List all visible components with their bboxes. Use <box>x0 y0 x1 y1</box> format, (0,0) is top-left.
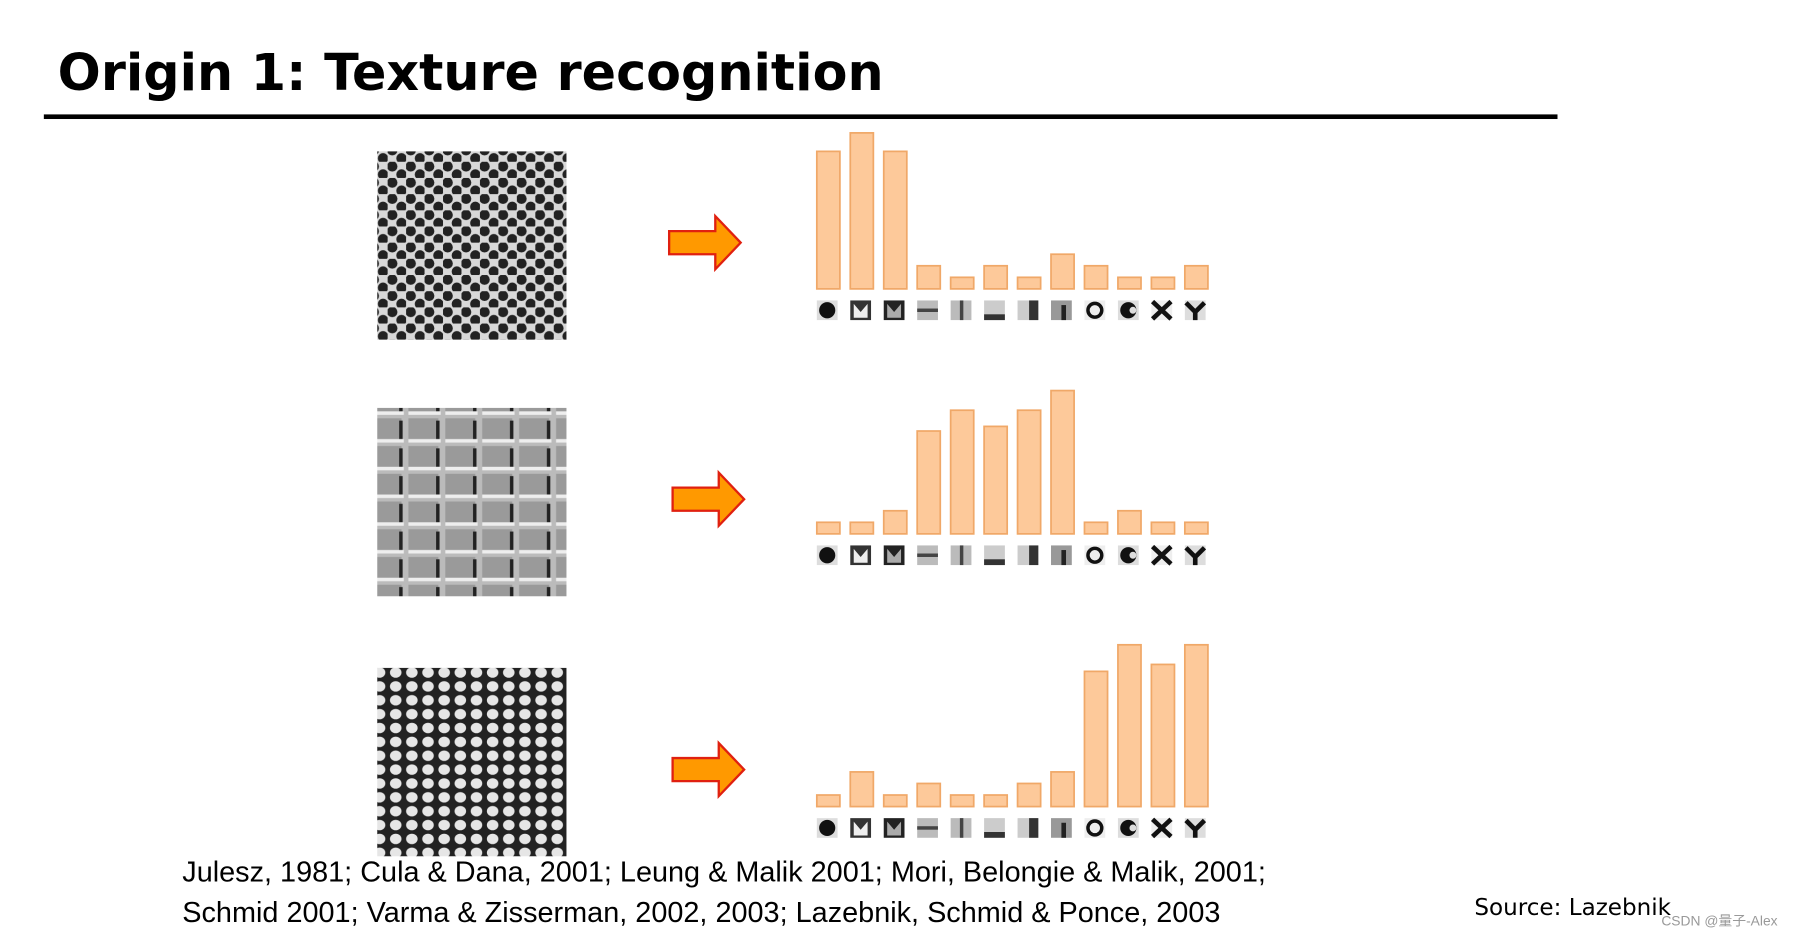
histogram-bar <box>1016 409 1042 535</box>
histogram-bar <box>849 521 875 535</box>
histogram-bar <box>815 794 841 808</box>
histogram-bar <box>1150 663 1176 808</box>
histogram-bar <box>1183 521 1209 535</box>
histogram-bar <box>1117 643 1142 808</box>
arrow <box>671 741 746 798</box>
texture-image <box>377 407 567 597</box>
histogram-bar <box>1117 276 1142 290</box>
histogram-bar <box>1150 276 1176 290</box>
histogram-bar <box>849 771 875 808</box>
histogram-bar <box>882 509 908 535</box>
source-note: Source: Lazebnik <box>1474 895 1671 921</box>
histogram-bar <box>1117 509 1142 535</box>
histogram-bar <box>815 150 841 290</box>
histogram-bar <box>1016 276 1042 290</box>
histogram-bar <box>1150 521 1176 535</box>
slide-title: Origin 1: Texture recognition <box>58 43 884 102</box>
arrow <box>667 214 742 271</box>
histogram-bar <box>983 425 1009 535</box>
histogram-bar <box>1083 670 1109 808</box>
histogram-bar <box>1183 264 1209 290</box>
histogram-bar <box>1050 389 1075 535</box>
histogram-bar <box>1083 264 1109 290</box>
filter-icons <box>817 818 1206 838</box>
texture-image <box>377 151 567 340</box>
citation-line: Schmid 2001; Varma & Zisserman, 2002, 20… <box>182 897 1220 929</box>
watermark: CSDN @量子-Alex <box>1661 913 1777 929</box>
filter-icons <box>817 300 1206 320</box>
histogram-bar <box>1050 253 1075 290</box>
histogram-bar <box>1016 782 1042 808</box>
histogram-bar <box>815 521 841 535</box>
histogram-bar <box>1083 521 1109 535</box>
histogram-bar <box>916 430 942 535</box>
title-rule <box>43 114 1558 120</box>
histogram-bar <box>882 794 908 808</box>
texture-image <box>377 667 567 857</box>
filter-icons <box>817 545 1206 565</box>
histogram-bar <box>916 264 942 290</box>
histogram-bar <box>849 132 875 290</box>
histogram-bar <box>983 794 1009 808</box>
histogram-bar <box>983 264 1009 290</box>
histogram-bar <box>949 409 975 535</box>
histogram-bar <box>949 276 975 290</box>
citation-line: Julesz, 1981; Cula & Dana, 2001; Leung &… <box>182 857 1266 889</box>
histogram-bar <box>1050 771 1075 808</box>
histogram-bar <box>882 150 908 290</box>
histogram-bar <box>916 782 942 808</box>
histogram-bar <box>1183 643 1209 808</box>
arrow <box>671 471 746 527</box>
histogram-bar <box>949 794 975 808</box>
